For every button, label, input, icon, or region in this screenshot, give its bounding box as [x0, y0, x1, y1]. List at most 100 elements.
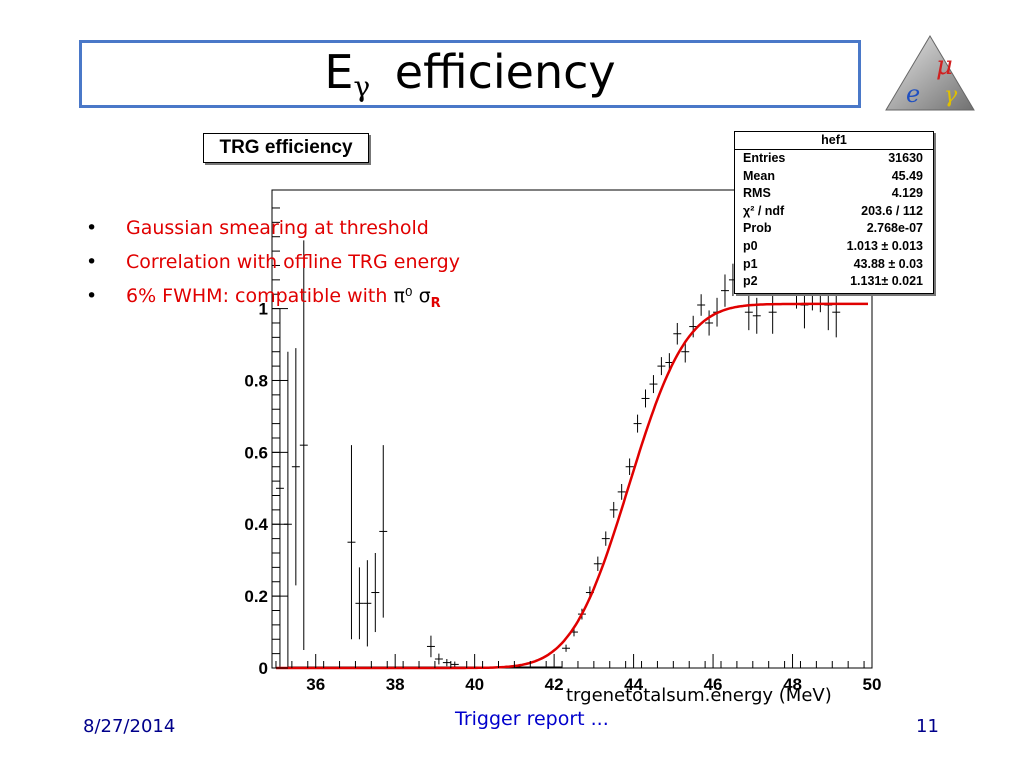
slide-title: Eγ efficiency — [324, 45, 615, 103]
bullet-list: • Gaussian smearing at threshold • Corre… — [86, 214, 536, 324]
y-tick-label: 0 — [259, 659, 268, 678]
stats-value: 45.49 — [891, 168, 923, 183]
fit-curve — [276, 302, 868, 670]
pi0-symbol: π⁰ — [393, 285, 413, 307]
data-point — [681, 340, 690, 363]
stats-row: p1 43.88 ± 0.03 — [735, 256, 933, 274]
x-tick-label: 42 — [545, 675, 564, 694]
sigma-symbol: σ — [418, 285, 431, 307]
stats-value: 203.6 / 112 — [861, 203, 923, 218]
data-point — [832, 287, 841, 338]
logo-gamma: γ — [944, 83, 958, 108]
data-point — [371, 552, 380, 633]
stats-row: p0 1.013 ± 0.013 — [735, 238, 933, 256]
stats-label: p1 — [743, 256, 758, 271]
data-point — [442, 659, 451, 667]
data-point — [426, 635, 435, 658]
data-point — [609, 501, 618, 518]
data-point — [697, 294, 706, 316]
bullet-item: • Gaussian smearing at threshold — [86, 214, 536, 242]
data-point — [689, 315, 698, 338]
title-subscript: γ — [353, 70, 371, 103]
data-point — [593, 556, 602, 571]
bullet-text: Correlation with offline TRG energy — [126, 251, 460, 273]
stats-label: Mean — [743, 168, 775, 183]
title-main: E — [324, 45, 354, 99]
stats-label: RMS — [743, 186, 771, 201]
bullet-text: Gaussian smearing at threshold — [126, 217, 429, 239]
y-tick-label: 0.4 — [244, 515, 268, 534]
x-tick-label: 44 — [624, 675, 643, 694]
stats-row: p2 1.131± 0.021 — [735, 273, 933, 291]
data-point — [283, 351, 292, 668]
stats-histogram-name: hef1 — [735, 132, 933, 150]
data-point — [657, 357, 666, 376]
stats-row: Entries 31630 — [735, 150, 933, 168]
stats-row: Mean 45.49 — [735, 168, 933, 186]
stats-value: 43.88 ± 0.03 — [853, 256, 923, 271]
sigma-subscript: R — [430, 295, 441, 311]
stats-box: hef1 Entries 31630 Mean 45.49 RMS 4.129 χ² / n… — [734, 131, 934, 294]
data-point — [275, 308, 284, 668]
data-point — [299, 240, 308, 651]
data-point — [601, 531, 610, 546]
bullet-text-pre: 6% FWHM: compatible with — [126, 285, 394, 307]
data-point — [347, 445, 356, 640]
data-point — [291, 348, 300, 586]
x-tick-label: 50 — [863, 675, 882, 694]
data-point — [363, 560, 372, 647]
data-point — [744, 294, 753, 331]
logo-e: e — [906, 80, 920, 108]
stats-value: 31630 — [888, 151, 923, 165]
x-tick-label: 40 — [465, 675, 484, 694]
y-tick-label: 0.2 — [244, 587, 268, 606]
title-rest: efficiency — [380, 45, 616, 99]
slide-title-box: Eγ efficiency — [79, 40, 861, 108]
footer-title: Trigger report ... — [455, 708, 609, 730]
data-point — [633, 414, 642, 433]
bullet-marker: • — [86, 285, 98, 307]
plot-frame — [271, 189, 873, 669]
plot-title: TRG efficiency — [219, 137, 353, 158]
data-point — [355, 567, 364, 640]
data-point — [434, 653, 443, 665]
stats-label: Entries — [743, 151, 786, 165]
bullet-item: • Correlation with offline TRG energy — [86, 248, 536, 276]
stats-label: Prob — [743, 221, 772, 236]
bullet-text: 6% FWHM: compatible with π⁰ σR — [126, 282, 441, 318]
data-point — [768, 290, 777, 334]
stats-value: 2.768e-07 — [866, 221, 923, 236]
logo-mu: μ — [936, 51, 953, 81]
stats-row: χ² / ndf 203.6 / 112 — [735, 203, 933, 221]
bullet-item: • 6% FWHM: compatible with π⁰ σR — [86, 282, 536, 318]
stats-label: χ² / ndf — [743, 203, 785, 218]
stats-label: p2 — [743, 274, 758, 289]
data-point — [673, 322, 682, 345]
data-point — [721, 274, 729, 307]
stats-value: 1.013 ± 0.013 — [846, 238, 923, 253]
stats-row: Prob 2.768e-07 — [735, 220, 933, 238]
data-point — [752, 297, 761, 334]
data-point — [641, 389, 650, 408]
x-tick-label: 36 — [306, 675, 325, 694]
bullet-marker: • — [86, 217, 98, 239]
data-point — [649, 375, 658, 394]
y-tick-label: 1 — [259, 300, 268, 319]
x-axis-title: trgenetotalsum.energy (MeV) — [566, 685, 832, 706]
data-point — [562, 644, 571, 652]
x-tick-label: 48 — [783, 675, 802, 694]
x-tick-label: 46 — [704, 675, 723, 694]
bullet-marker: • — [86, 251, 98, 273]
data-point — [450, 661, 459, 668]
stats-row: RMS 4.129 — [735, 185, 933, 203]
data-point — [379, 445, 388, 618]
data-point — [705, 310, 714, 336]
stats-label: p0 — [743, 238, 758, 253]
footer-date: 8/27/2014 — [83, 716, 176, 737]
y-tick-label: 0.6 — [244, 443, 268, 462]
stats-value: 1.131± 0.021 — [850, 274, 923, 289]
y-tick-label: 0.8 — [244, 371, 268, 390]
x-tick-label: 38 — [386, 675, 405, 694]
data-point — [617, 483, 626, 500]
